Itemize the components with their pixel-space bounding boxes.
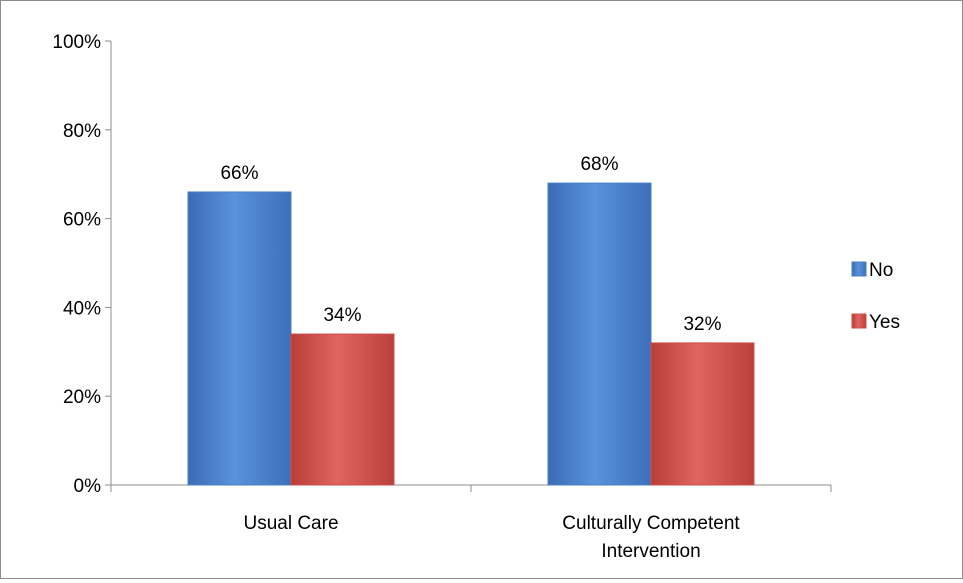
x-category-label: Usual Care xyxy=(243,513,338,534)
legend-swatch-no xyxy=(851,261,867,277)
bar-yes-2 xyxy=(650,342,755,486)
bar-no-2 xyxy=(547,182,652,486)
plot-area: 0% 20% 40% 60% 80% 100% 66% 34% Usual Care 68% 32%… xyxy=(52,32,900,562)
y-tick-label: 80% xyxy=(63,121,101,142)
data-label: 32% xyxy=(683,314,721,335)
x-category-label: Intervention xyxy=(601,541,700,562)
y-tick-label: 20% xyxy=(63,387,101,408)
y-tick-label: 100% xyxy=(52,32,101,53)
bar-no-1 xyxy=(187,191,292,486)
y-tick-label: 0% xyxy=(74,476,102,497)
legend-label-no: No xyxy=(869,260,893,281)
data-label: 68% xyxy=(580,154,618,175)
data-label: 66% xyxy=(220,163,258,184)
y-tick-label: 60% xyxy=(63,210,101,231)
data-label: 34% xyxy=(323,305,361,326)
legend-label-yes: Yes xyxy=(869,312,900,333)
bar-yes-1 xyxy=(290,333,395,486)
y-tick-label: 40% xyxy=(63,298,101,319)
legend-swatch-yes xyxy=(851,313,867,329)
x-category-label: Culturally Competent xyxy=(562,513,740,534)
